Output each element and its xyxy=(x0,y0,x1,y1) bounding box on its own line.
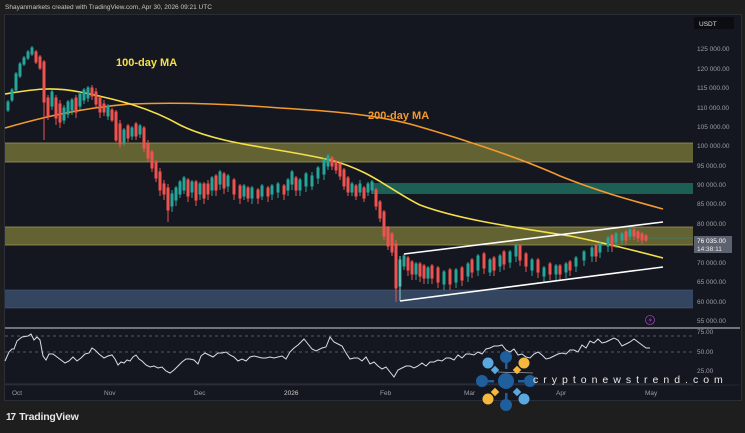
svg-text:Oct: Oct xyxy=(12,390,22,397)
time-axis[interactable]: Oct Nov Dec 2026 Feb Mar Apr May xyxy=(12,390,658,397)
ma100-label: 100-day MA xyxy=(116,57,177,69)
svg-text:Mar: Mar xyxy=(464,390,476,397)
support-zone xyxy=(5,290,693,308)
svg-text:90 000.00: 90 000.00 xyxy=(697,182,726,189)
resistance-zone xyxy=(5,143,693,162)
lightning-alert-icon[interactable] xyxy=(645,315,655,325)
svg-text:May: May xyxy=(645,390,658,397)
price-axis[interactable] xyxy=(693,15,741,400)
tradingview-brand[interactable]: 17 TradingView xyxy=(6,411,79,423)
svg-text:Dec: Dec xyxy=(194,390,206,397)
currency-box xyxy=(694,17,734,29)
svg-text:65 000.00: 65 000.00 xyxy=(697,279,726,286)
watermark-text: cryptonewstrend.com xyxy=(533,374,728,386)
svg-text:105 000.00: 105 000.00 xyxy=(697,124,730,131)
brand-name: TradingView xyxy=(19,411,79,423)
tradingview-logo-icon: 17 xyxy=(6,411,16,423)
svg-text:50.00: 50.00 xyxy=(697,349,714,356)
watermark-logo-icon xyxy=(476,351,536,411)
svg-text:Nov: Nov xyxy=(104,390,116,397)
svg-text:120 000.00: 120 000.00 xyxy=(697,66,730,73)
svg-text:125 000.00: 125 000.00 xyxy=(697,46,730,53)
svg-text:110 000.00: 110 000.00 xyxy=(697,105,729,112)
current-price-badge xyxy=(694,236,732,253)
supply-zone xyxy=(372,183,693,194)
svg-text:55 000.00: 55 000.00 xyxy=(697,318,726,325)
chart-attribution: Shayanmarkets created with TradingView.c… xyxy=(5,4,212,11)
chart-frame[interactable] xyxy=(4,14,742,401)
ma200-line xyxy=(4,102,664,210)
svg-text:100 000.00: 100 000.00 xyxy=(697,143,730,150)
key-zone xyxy=(5,227,693,245)
svg-text:60 000.00: 60 000.00 xyxy=(697,299,726,306)
svg-text:70 000.00: 70 000.00 xyxy=(697,260,726,267)
rsi-pane[interactable]: 75.00 50.00 25.00 xyxy=(4,329,714,385)
svg-text:85 000.00: 85 000.00 xyxy=(697,201,726,208)
candle-countdown: 14:38:11 xyxy=(697,246,722,253)
ma200-label: 200-day MA xyxy=(368,110,429,122)
price-axis-labels: 125 000.00 120 000.00 115 000.00 110 000… xyxy=(697,46,730,325)
svg-text:95 000.00: 95 000.00 xyxy=(697,163,726,170)
svg-text:115 000.00: 115 000.00 xyxy=(697,85,729,92)
currency-label: USDT xyxy=(699,21,717,28)
svg-text:25.00: 25.00 xyxy=(697,368,714,375)
rsi-line xyxy=(4,333,650,378)
svg-text:2026: 2026 xyxy=(284,390,299,397)
channel-lower-line[interactable] xyxy=(399,266,664,302)
current-price-value: 76 035.00 xyxy=(697,238,726,245)
candlesticks xyxy=(6,46,648,302)
svg-text:Feb: Feb xyxy=(380,390,392,397)
svg-text:75.00: 75.00 xyxy=(697,329,714,336)
channel-upper-line[interactable] xyxy=(403,221,664,255)
svg-text:80 000.00: 80 000.00 xyxy=(697,221,726,228)
svg-text:Apr: Apr xyxy=(556,390,567,397)
